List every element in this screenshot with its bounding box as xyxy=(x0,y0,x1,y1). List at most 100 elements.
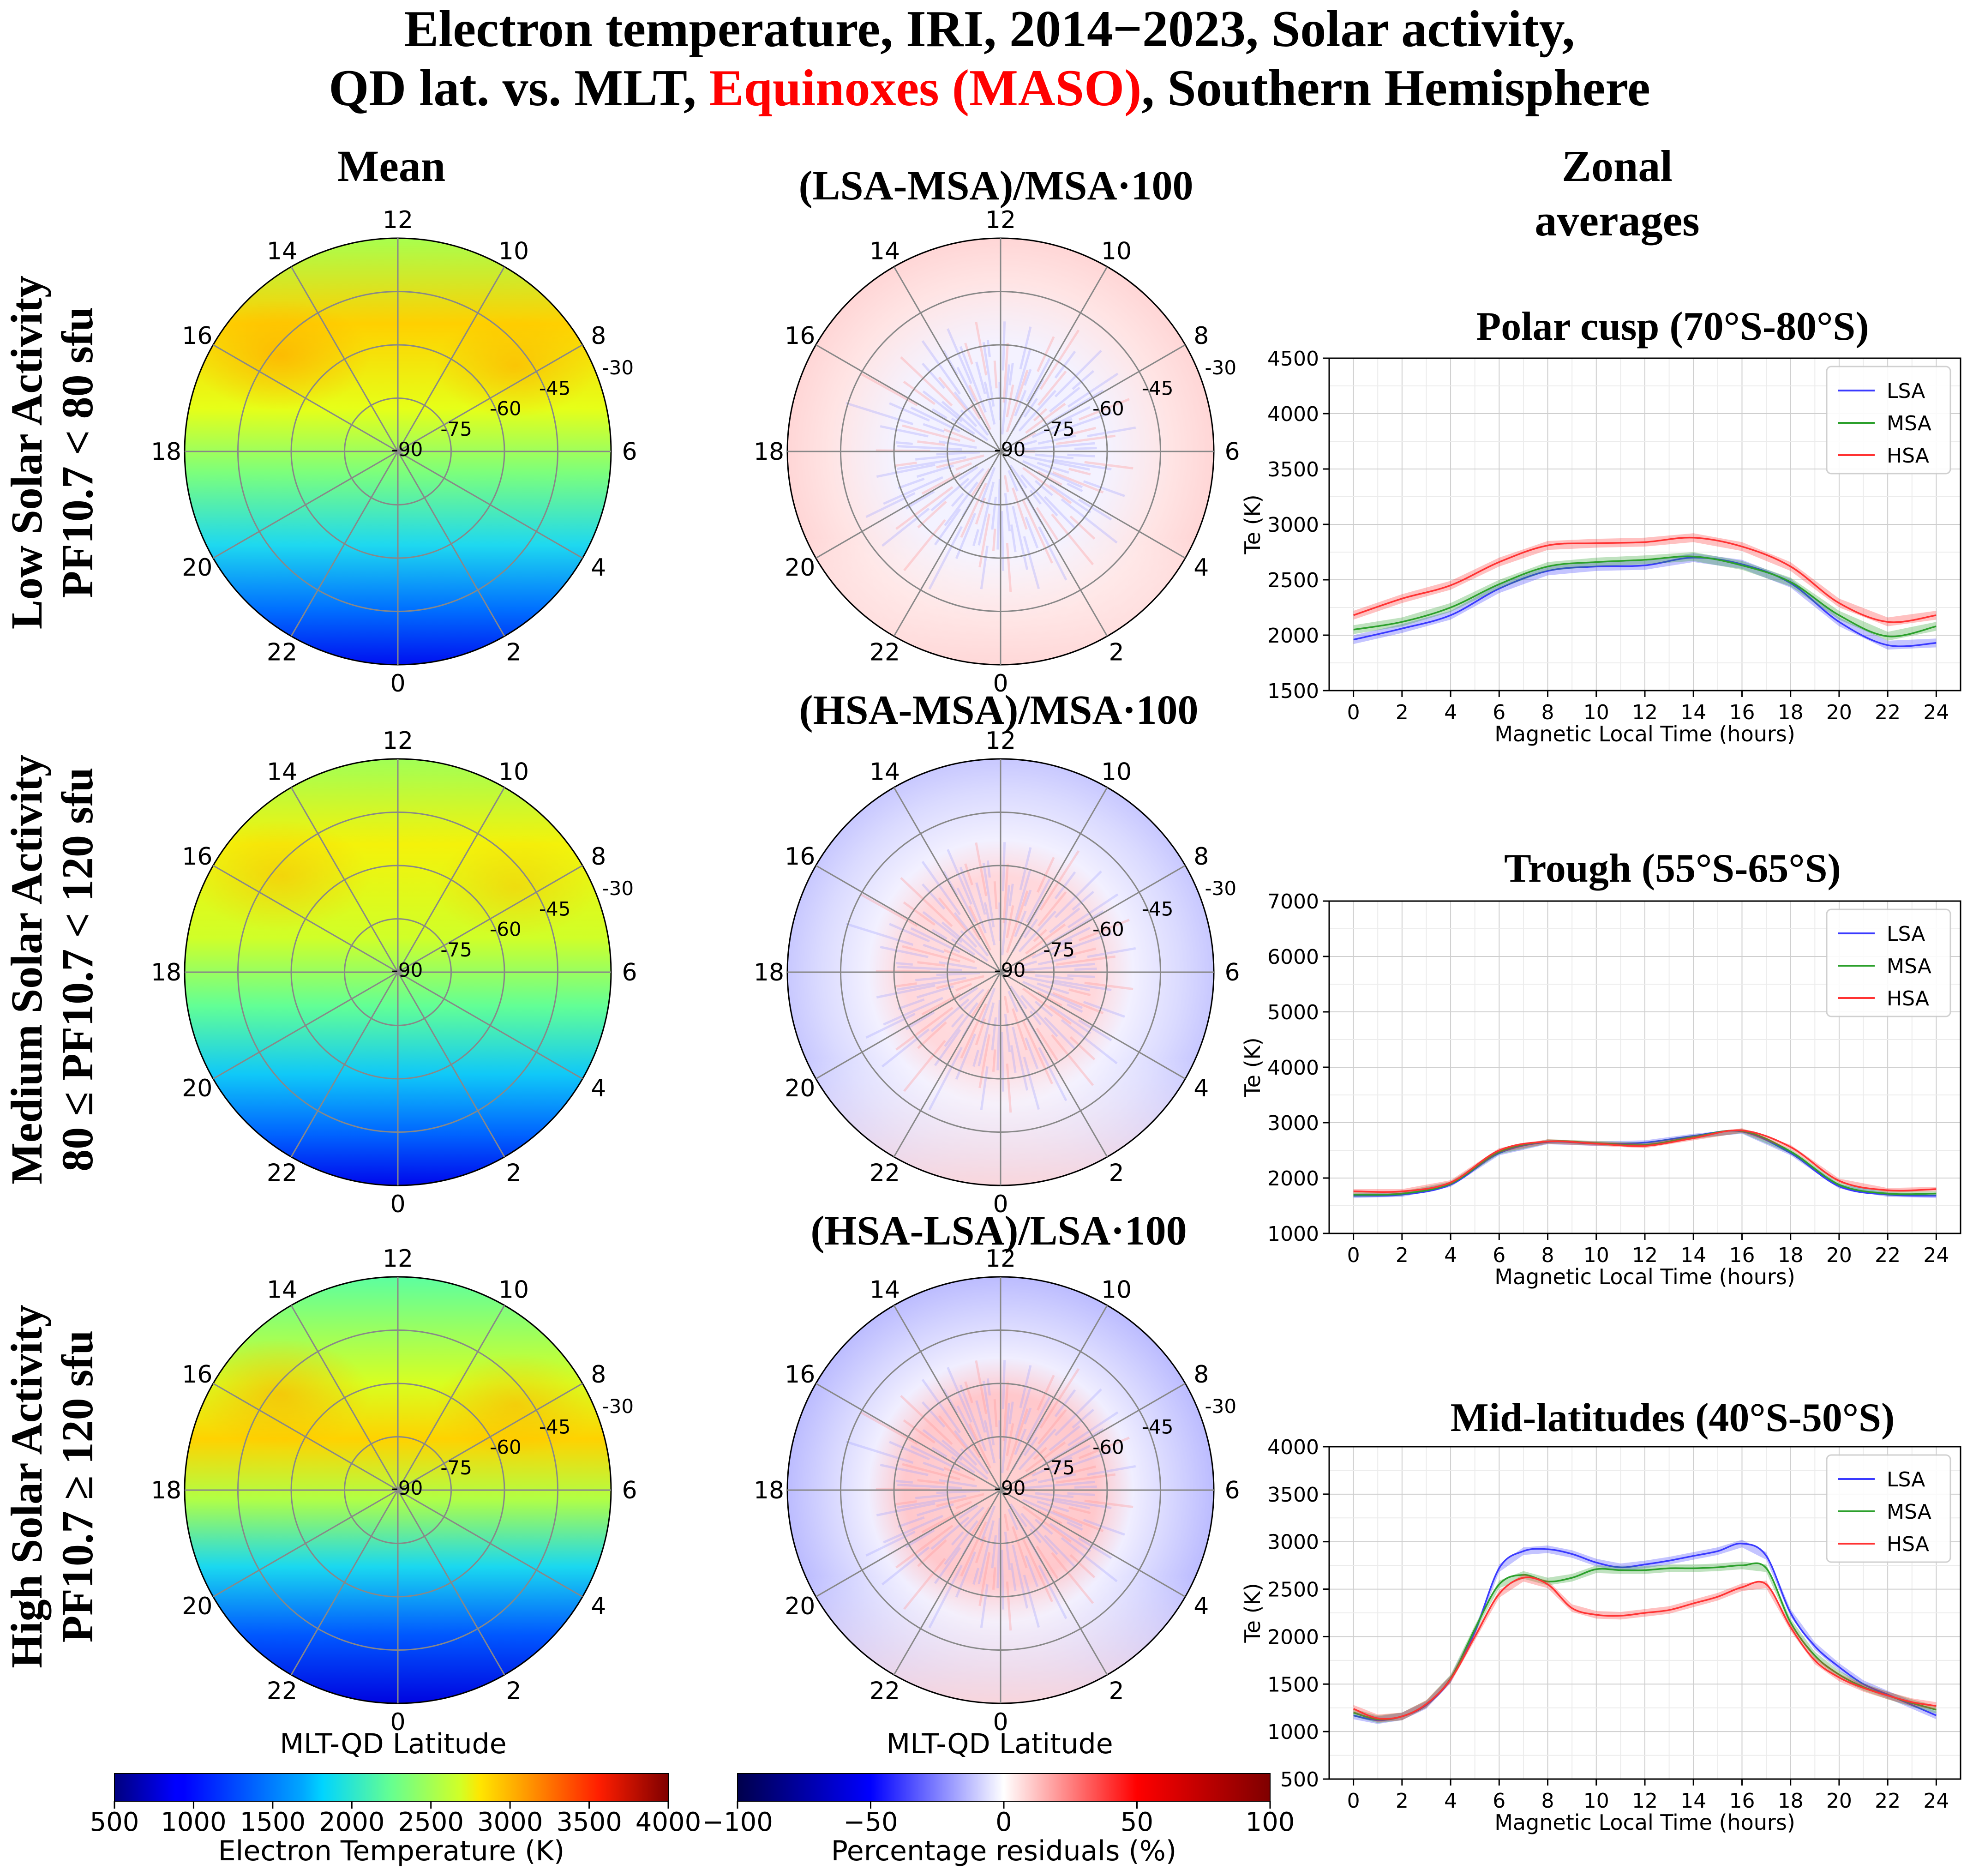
polar-texture-streak xyxy=(941,1439,989,1480)
y-tick-label: 1500 xyxy=(1267,679,1319,703)
polar-texture-streak xyxy=(947,1367,972,1423)
polar-texture-streak xyxy=(1006,1063,1012,1113)
polar-texture-streak xyxy=(951,1531,964,1546)
polar-texture-streak xyxy=(1025,1441,1066,1473)
polar-lat-tick: -90 xyxy=(391,438,423,461)
polar-texture-streak xyxy=(865,492,916,518)
plot-frame xyxy=(1328,1446,1961,1780)
polar-grid-spoke xyxy=(213,971,398,1080)
series-line-msa xyxy=(1353,1130,1937,1196)
polar-texture-streak xyxy=(964,863,973,885)
x-tick-label: 2 xyxy=(1396,1244,1409,1267)
series-band-hsa xyxy=(1353,1128,1937,1194)
polar-texture-streak xyxy=(960,1521,987,1577)
polar-grid-spoke xyxy=(1000,865,1186,973)
polar-texture-streak xyxy=(1025,1037,1039,1070)
polar-texture-streak xyxy=(895,962,913,966)
polar-texture-streak xyxy=(1010,1045,1017,1073)
polar-texture-streak xyxy=(1067,974,1095,978)
polar-texture-streak xyxy=(1001,321,1006,371)
polar-texture-streak xyxy=(1049,1004,1091,1034)
x-tick-label: 0 xyxy=(1347,1244,1360,1267)
polar-mlt-tick: 22 xyxy=(267,639,297,667)
polar-texture-streak xyxy=(921,340,961,395)
polar-texture-streak xyxy=(1037,1509,1062,1525)
polar-texture-streak xyxy=(910,406,960,433)
series-band-msa xyxy=(1353,1561,1937,1723)
polar-texture-streak xyxy=(1011,487,1028,530)
y-tick-label: 7000 xyxy=(1267,890,1319,914)
polar-texture-streak xyxy=(984,902,996,945)
x-tick-label: 0 xyxy=(1347,1789,1360,1813)
polar-texture-streak xyxy=(944,1520,979,1565)
polar-texture-streak xyxy=(1024,1480,1095,1489)
polar-texture-streak xyxy=(975,882,986,915)
polar-texture-streak xyxy=(1087,947,1136,958)
polar-texture-streak xyxy=(992,1049,996,1072)
polar-texture-streak xyxy=(947,328,972,384)
polar-texture-streak xyxy=(923,944,945,954)
series-line-hsa xyxy=(1353,1129,1937,1193)
polar-texture-streak xyxy=(955,983,972,992)
polar-lat-tick: -90 xyxy=(994,1477,1026,1499)
polar-xlabel-mean: MLT-QD Latitude xyxy=(280,1728,506,1760)
polar-texture-streak xyxy=(883,997,943,1026)
polar-texture-streak xyxy=(1084,1499,1133,1509)
polar-texture-streak xyxy=(1037,1473,1076,1484)
polar-texture-streak xyxy=(902,1463,960,1481)
colorbar-residual-gradient xyxy=(737,1773,1271,1802)
polar-texture-streak xyxy=(896,456,967,470)
polar-texture-streak xyxy=(970,925,981,941)
polar-texture-streak xyxy=(1001,1360,1006,1409)
polar-lat-tick: -75 xyxy=(1043,1456,1075,1479)
polar-texture-streak xyxy=(955,1551,977,1598)
polar-texture-streak xyxy=(1014,348,1031,402)
polar-lat-tick: -30 xyxy=(602,1395,634,1418)
polar-texture-streak xyxy=(963,988,985,1010)
polar-texture-streak xyxy=(980,1066,989,1110)
column-title-zonal-line2: averages xyxy=(1535,196,1699,245)
polar-texture-streak xyxy=(1052,979,1112,992)
polar-mlt-tick: 14 xyxy=(267,1276,297,1304)
polar-texture-streak xyxy=(1084,461,1133,470)
polar-texture-streak xyxy=(846,1440,914,1464)
polar-texture-streak xyxy=(1051,1552,1094,1604)
polar-texture-streak xyxy=(923,423,945,433)
polar-mlt-tick: 22 xyxy=(870,639,900,667)
polar-texture-streak xyxy=(895,1525,954,1569)
polar-texture-streak xyxy=(931,1447,948,1458)
series-band-lsa xyxy=(1353,553,1937,650)
polar-texture-streak xyxy=(1049,1522,1091,1552)
polar-mlt-tick: 14 xyxy=(870,1276,900,1304)
polar-mlt-tick: 8 xyxy=(1193,322,1209,350)
polar-texture-streak xyxy=(1078,1437,1130,1460)
x-axis-label: Magnetic Local Time (hours) xyxy=(1494,722,1795,746)
polar-texture-streak xyxy=(1025,923,1066,955)
polar-texture-streak xyxy=(978,1520,995,1584)
polar-texture-streak xyxy=(1025,358,1051,403)
x-tick-label: 18 xyxy=(1778,701,1804,724)
polar-texture-streak xyxy=(902,424,960,442)
colorbar-residual-label: Percentage residuals (%) xyxy=(831,1835,1177,1867)
polar-texture-streak xyxy=(1007,991,1019,1012)
polar-mlt-tick: 20 xyxy=(785,1593,815,1620)
polar-texture-streak xyxy=(1054,350,1076,379)
polar-mlt-tick: 20 xyxy=(182,1075,212,1102)
y-tick-label: 2000 xyxy=(1267,624,1319,648)
polar-texture-streak xyxy=(978,513,991,568)
polar-texture-streak xyxy=(1004,1013,1011,1052)
polar-texture-streak xyxy=(942,350,959,375)
polar-texture-streak xyxy=(917,1479,945,1485)
polar-texture-streak xyxy=(1067,1521,1083,1531)
polar-texture-streak xyxy=(921,860,961,915)
polar-texture-streak xyxy=(938,1479,977,1488)
y-tick-label: 500 xyxy=(1280,1768,1319,1792)
polar-texture-streak xyxy=(880,946,929,958)
polar-grid-spoke xyxy=(1000,1305,1108,1491)
polar-grid-spoke xyxy=(397,451,583,559)
polar-texture-streak xyxy=(968,1423,991,1469)
polar-texture-streak xyxy=(900,1395,953,1445)
polar-texture-streak xyxy=(921,362,946,389)
polar-texture-streak xyxy=(986,339,991,357)
x-tick-label: 4 xyxy=(1444,701,1457,724)
